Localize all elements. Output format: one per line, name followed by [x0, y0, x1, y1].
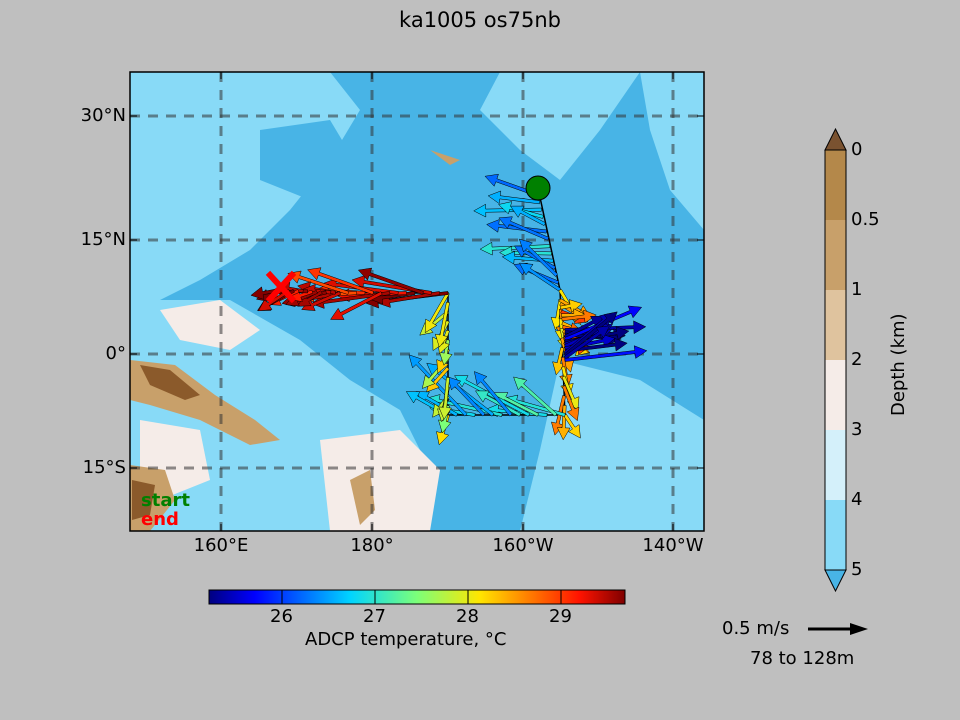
- temp-tick-26: 26: [270, 606, 293, 627]
- current-vector-arrow: [563, 325, 611, 360]
- current-vector-arrow: [473, 371, 513, 417]
- current-vector-arrow: [563, 316, 605, 339]
- temp-colorbar-label: ADCP temperature, °C: [305, 629, 507, 650]
- lat-tick-15s: 15°S: [82, 457, 126, 478]
- current-vector-arrow: [498, 216, 550, 241]
- current-vector-arrow: [562, 385, 580, 422]
- legend-end: end: [141, 509, 179, 530]
- map-frame: [129, 71, 705, 532]
- current-vector-arrow: [438, 377, 452, 420]
- lat-tick-15n: 15°N: [80, 229, 126, 250]
- depth-tick-2: 2: [851, 349, 863, 370]
- current-vector-arrow: [510, 205, 546, 226]
- current-vector-arrow: [561, 309, 597, 324]
- current-vector-arrow: [519, 262, 562, 292]
- end-marker: [265, 270, 297, 304]
- depth-tick-0-5: 0.5: [851, 209, 880, 230]
- current-vector-arrow: [439, 339, 453, 366]
- start-marker: [525, 175, 551, 201]
- current-vector-arrow: [447, 376, 486, 417]
- temperature-colorbar-ticks: [281, 590, 562, 604]
- lon-tick-160w: 160°W: [492, 535, 554, 556]
- current-vector-arrow: [424, 291, 450, 334]
- current-vector-arrow: [330, 291, 383, 320]
- legend-start: start: [141, 490, 190, 511]
- map-area: [130, 72, 704, 531]
- depth-tick-0: 0: [851, 139, 863, 160]
- lon-tick-140w: 140°W: [642, 535, 704, 556]
- plot-title: ka1005 os75nb: [399, 8, 561, 32]
- current-vector-arrow: [564, 345, 648, 362]
- current-vector-arrow: [556, 405, 571, 441]
- current-vector-arrow: [479, 241, 551, 256]
- depth-tick-4: 4: [851, 489, 863, 510]
- current-vector-arrow: [408, 354, 468, 417]
- current-vector-arrow: [297, 290, 323, 307]
- lat-tick-30n: 30°N: [80, 105, 126, 126]
- land-dark: [132, 365, 200, 520]
- current-vector-arrow: [475, 390, 522, 417]
- depth-tick-3: 3: [851, 419, 863, 440]
- lon-tick-180: 180°: [350, 535, 394, 556]
- temp-tick-27: 27: [363, 606, 386, 627]
- depth-colorbar-label: Depth (km): [888, 313, 909, 416]
- current-vector-arrow: [377, 291, 441, 308]
- depth-colorbar: [824, 127, 847, 593]
- current-vector-arrow: [518, 238, 559, 277]
- current-vector-arrow: [563, 311, 618, 357]
- temp-tick-29: 29: [549, 606, 572, 627]
- depth-tick-5: 5: [851, 559, 863, 580]
- current-vector-arrow: [563, 413, 581, 439]
- current-vector-arrow: [487, 190, 541, 205]
- scale-depth-range: 78 to 128m: [750, 648, 855, 669]
- lat-tick-0: 0°: [105, 343, 126, 364]
- scale-arrow: [808, 623, 868, 635]
- map-tick-marks: [130, 72, 704, 531]
- temp-tick-28: 28: [456, 606, 479, 627]
- current-vectors: [250, 173, 648, 446]
- current-vector-arrow: [486, 219, 547, 234]
- depth-tick-1: 1: [851, 279, 863, 300]
- grid-lines: [130, 72, 704, 531]
- scale-speed: 0.5 m/s: [722, 618, 790, 639]
- current-vector-arrow: [513, 376, 558, 417]
- current-vector-arrow: [434, 301, 450, 348]
- temperature-colorbar: [208, 589, 626, 605]
- lon-tick-160e: 160°E: [193, 535, 249, 556]
- current-vector-arrow: [560, 299, 583, 313]
